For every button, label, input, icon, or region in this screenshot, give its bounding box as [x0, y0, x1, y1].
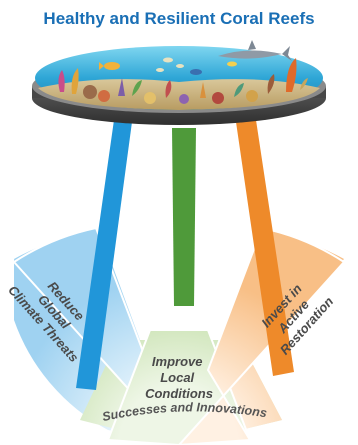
leg-right-orange	[236, 120, 294, 376]
reef-tabletop	[32, 40, 326, 125]
reef-sand	[38, 79, 320, 110]
table-legs	[76, 120, 294, 390]
label-center-line-3: Conditions	[145, 386, 213, 401]
shark	[218, 40, 292, 61]
label-center-line-2: Local	[160, 370, 194, 385]
label-center-line-1: Improve	[152, 354, 203, 369]
leg-center-green	[172, 128, 196, 306]
svg-text:Improve Local Cond: Improve Local Conditions	[145, 354, 213, 401]
diagram-title: Healthy and Resilient Coral Reefs	[43, 9, 314, 28]
coral-cluster	[58, 58, 308, 104]
fish-school	[99, 57, 237, 75]
label-center: Improve Local Conditions	[145, 354, 213, 401]
leg-left-blue	[76, 120, 132, 390]
wedge-right	[177, 226, 346, 445]
